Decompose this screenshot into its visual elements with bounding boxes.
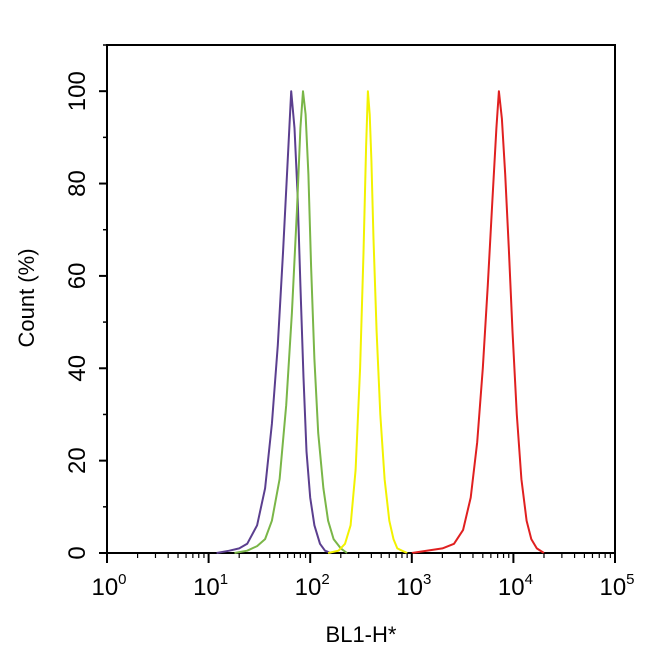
y-axis-label: Count (%): [14, 248, 39, 347]
y-tick-label: 0: [64, 546, 91, 559]
y-tick-label: 40: [64, 355, 91, 382]
series-layer: [216, 90, 545, 554]
x-tick-label: 101: [193, 571, 228, 601]
x-tick-label: 100: [91, 571, 126, 601]
x-tick-label: 103: [396, 571, 431, 601]
x-axis-label: BL1-H*: [326, 622, 397, 647]
x-tick-label: 102: [295, 571, 330, 601]
plot-area: [106, 44, 616, 554]
series-line-2: [234, 90, 348, 554]
x-tick-label: 105: [599, 571, 634, 601]
series-line-3: [327, 90, 408, 554]
y-tick-label: 80: [64, 170, 91, 197]
plot-frame: [106, 44, 616, 554]
y-axis: 0 20 40 60 80 100: [64, 44, 107, 560]
series-line-4: [411, 90, 545, 554]
x-tick-label: 104: [498, 571, 533, 601]
series-line-1: [216, 90, 332, 554]
x-axis: 100 101 102 103 104 105: [91, 553, 635, 601]
y-tick-label: 100: [64, 71, 91, 111]
y-tick-label: 20: [64, 447, 91, 474]
y-tick-label: 60: [64, 263, 91, 290]
